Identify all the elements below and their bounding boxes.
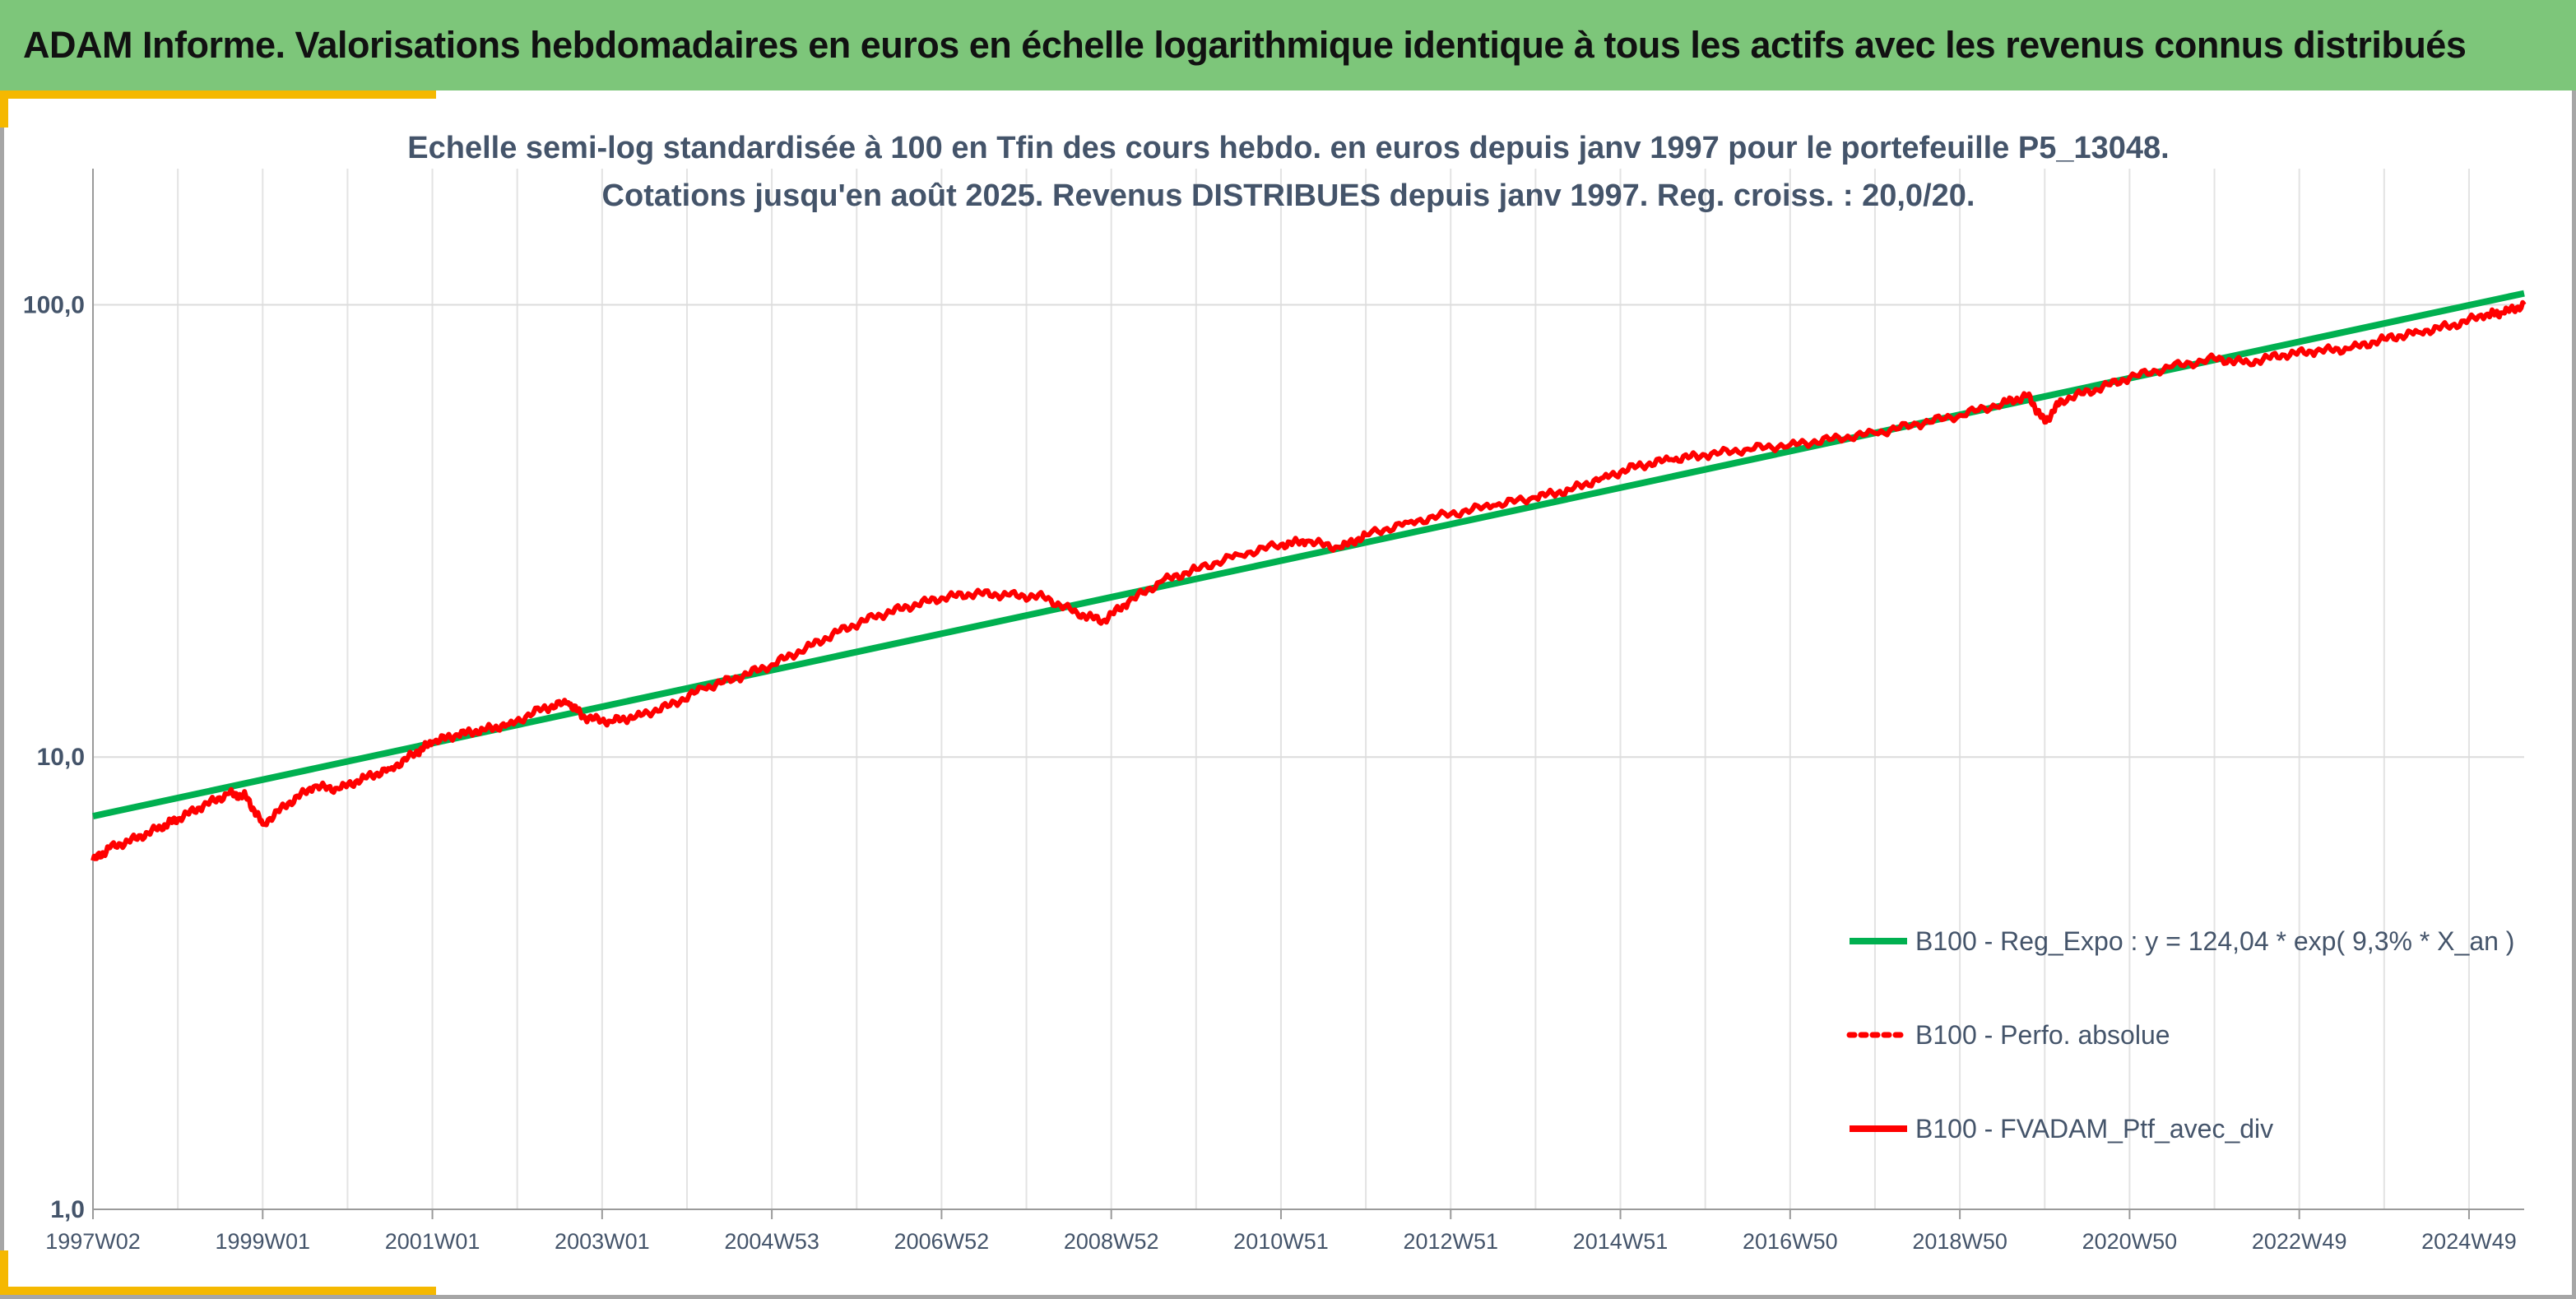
- series-line-3: [91, 299, 2527, 861]
- bottom-left-accent: [0, 1287, 436, 1295]
- x-tick-label: 2010W51: [1233, 1229, 1329, 1254]
- x-tick-label: 2018W50: [1912, 1229, 2007, 1254]
- top-left-accent: [0, 90, 436, 99]
- x-tick-label: 1999W01: [215, 1229, 310, 1254]
- x-tick-label: 2016W50: [1743, 1229, 1838, 1254]
- x-tick-label: 2022W49: [2252, 1229, 2347, 1254]
- series-lines: [91, 290, 2527, 861]
- x-tick-label: 2004W53: [724, 1229, 819, 1254]
- x-tick-label: 2001W01: [385, 1229, 480, 1254]
- y-tick-label: 10,0: [37, 744, 85, 771]
- bottom-left-accent-vertical: [0, 1250, 8, 1292]
- y-tick-label: 100,0: [23, 291, 85, 318]
- legend: B100 - Reg_Expo : y = 124,04 * exp( 9,3%…: [1846, 926, 2514, 1144]
- x-tick-label: 2024W49: [2421, 1229, 2517, 1254]
- x-tick-label: 1997W02: [45, 1229, 141, 1254]
- chart-subtitle-line-1: Echelle semi-log standardisée à 100 en T…: [407, 131, 2169, 165]
- x-tick-label: 2006W52: [894, 1229, 990, 1254]
- grid: [92, 169, 2524, 1210]
- x-tick-label: 2012W51: [1403, 1229, 1498, 1254]
- legend-label-3: B100 - FVADAM_Ptf_avec_div: [1915, 1114, 2273, 1144]
- x-tick-label: 2020W50: [2082, 1229, 2178, 1254]
- legend-label-2: B100 - Perfo. absolue: [1915, 1020, 2170, 1050]
- y-tick-label: 1,0: [50, 1196, 85, 1223]
- report-banner: ADAM Informe. Valorisations hebdomadaire…: [0, 0, 2576, 90]
- x-tick-label: 2008W52: [1064, 1229, 1159, 1254]
- x-tick-label: 2014W51: [1573, 1229, 1669, 1254]
- chart-subtitle: Echelle semi-log standardisée à 100 en T…: [407, 131, 2169, 213]
- legend-label-1: B100 - Reg_Expo : y = 124,04 * exp( 9,3%…: [1915, 926, 2514, 956]
- report-title: ADAM Informe. Valorisations hebdomadaire…: [23, 24, 2467, 66]
- chart-subtitle-line-2: Cotations jusqu'en août 2025. Revenus DI…: [602, 179, 1975, 213]
- x-tick-label: 2003W01: [555, 1229, 650, 1254]
- axes: 1,0 10,0 100,0 1997W02 1999W01 2001W01 2003W01…: [23, 169, 2524, 1254]
- top-left-accent-vertical: [0, 90, 8, 128]
- chart-frame: [0, 90, 2576, 1299]
